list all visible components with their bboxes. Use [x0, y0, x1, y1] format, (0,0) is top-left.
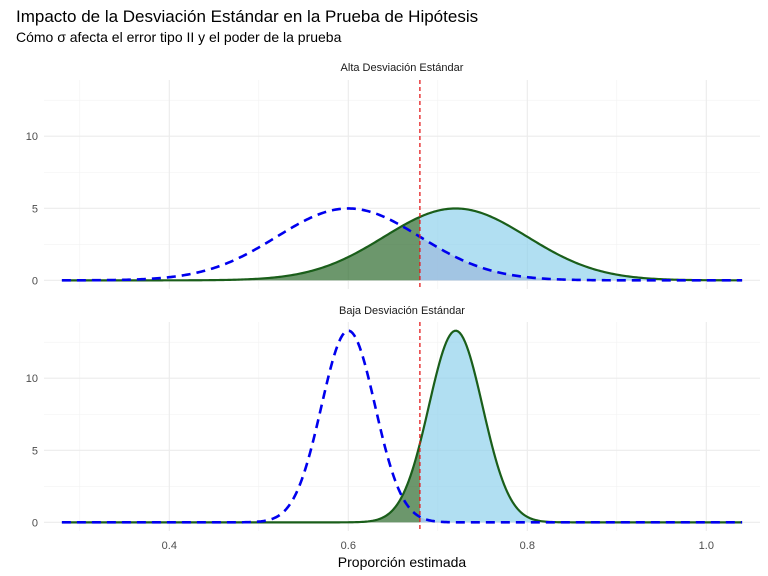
panel-1-null-curve — [61, 207, 743, 282]
panel-1-ytick-label: 0 — [32, 275, 38, 287]
x-axis-label: Proporción estimada — [338, 554, 467, 570]
xtick-label: 0.8 — [520, 540, 535, 552]
chart-subtitle: Cómo σ afecta el error tipo II y el pode… — [16, 29, 342, 45]
panel-2-ytick-label: 5 — [32, 445, 38, 457]
xtick-label: 1.0 — [699, 540, 714, 552]
panel-2-null-curve — [61, 329, 743, 524]
panel-1-ytick-label: 10 — [26, 131, 38, 143]
panel-1-ytick-label: 5 — [32, 203, 38, 215]
panel-1-alt-curve — [61, 207, 743, 282]
panel-2-ytick-label: 0 — [32, 517, 38, 529]
xtick-label: 0.6 — [341, 540, 356, 552]
xtick-label: 0.4 — [162, 540, 177, 552]
panel-1-type2-area — [61, 216, 420, 281]
panel-1-strip-label: Alta Desviación Estándar — [341, 62, 464, 74]
panel-2-ytick-label: 10 — [26, 373, 38, 385]
panel-2-strip-label: Baja Desviación Estándar — [339, 305, 465, 317]
panel-1-power-area — [419, 208, 743, 281]
chart-title: Impacto de la Desviación Estándar en la … — [16, 7, 478, 26]
panel-2-power-area — [419, 330, 743, 523]
panel-2-type2-area — [61, 443, 420, 523]
panel-2-grid — [44, 322, 760, 531]
